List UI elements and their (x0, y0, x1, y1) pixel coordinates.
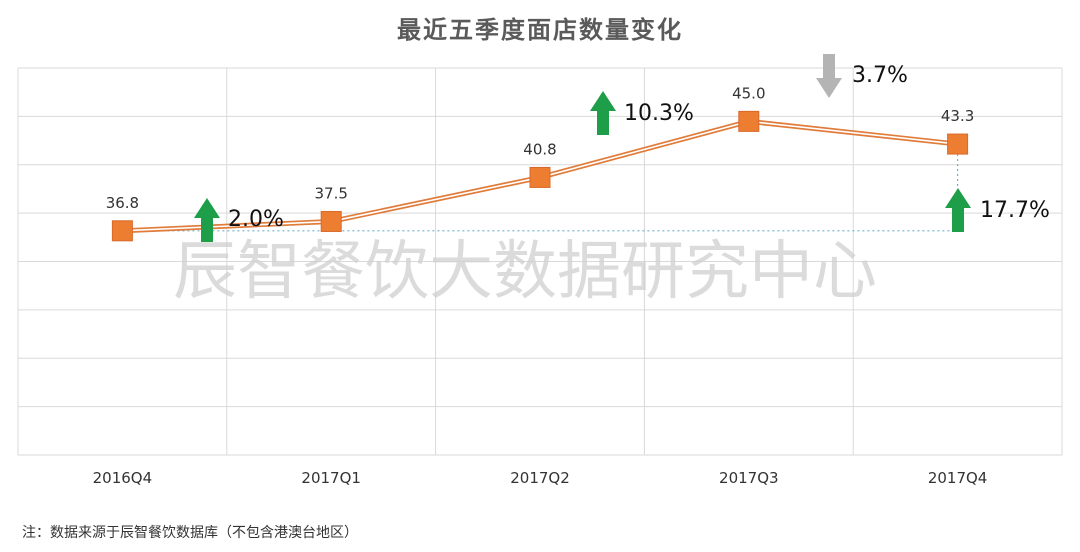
data-labels: 36.8 37.5 40.8 45.0 43.3 (106, 84, 975, 211)
x-axis-ticks: 2016Q4 2017Q1 2017Q2 2017Q3 2017Q4 (93, 469, 988, 487)
x-tick-label-2017Q2: 2017Q2 (510, 469, 570, 487)
data-point-2017Q4 (947, 133, 969, 155)
data-point-2017Q3 (738, 110, 760, 132)
watermark: 辰智餐饮大数据研究中心 (173, 235, 877, 309)
data-point-2016Q4 (111, 220, 133, 242)
up-arrow-icon (194, 198, 220, 242)
chart-title: 最近五季度面店数量变化 (397, 15, 683, 44)
change-label-1: 10.3% (624, 101, 694, 126)
change-label-0: 2.0% (228, 207, 284, 232)
gridlines (17, 67, 1063, 456)
data-label-2017Q2: 40.8 (523, 140, 556, 158)
series-markers (111, 110, 969, 242)
data-point-2017Q1 (320, 210, 342, 232)
data-label-2017Q4: 43.3 (941, 107, 974, 125)
data-label-2017Q3: 45.0 (732, 84, 765, 102)
data-label-2017Q1: 37.5 (314, 184, 347, 202)
x-tick-label-2017Q1: 2017Q1 (301, 469, 361, 487)
data-point-2017Q2 (529, 166, 551, 188)
x-tick-label-2016Q4: 2016Q4 (93, 469, 153, 487)
x-tick-label-2017Q3: 2017Q3 (719, 469, 779, 487)
footnote: 注：数据来源于辰智餐饮数据库（不包含港澳台地区） (22, 525, 358, 541)
change-annotations: 2.0% 10.3% 3.7% 17.7% (194, 54, 1050, 242)
data-label-2016Q4: 36.8 (106, 194, 139, 212)
down-arrow-icon (816, 54, 842, 98)
change-label-2: 3.7% (852, 63, 908, 88)
up-arrow-icon (945, 188, 971, 232)
up-arrow-icon (590, 91, 616, 135)
x-tick-label-2017Q4: 2017Q4 (928, 469, 988, 487)
change-label-3: 17.7% (980, 198, 1050, 223)
